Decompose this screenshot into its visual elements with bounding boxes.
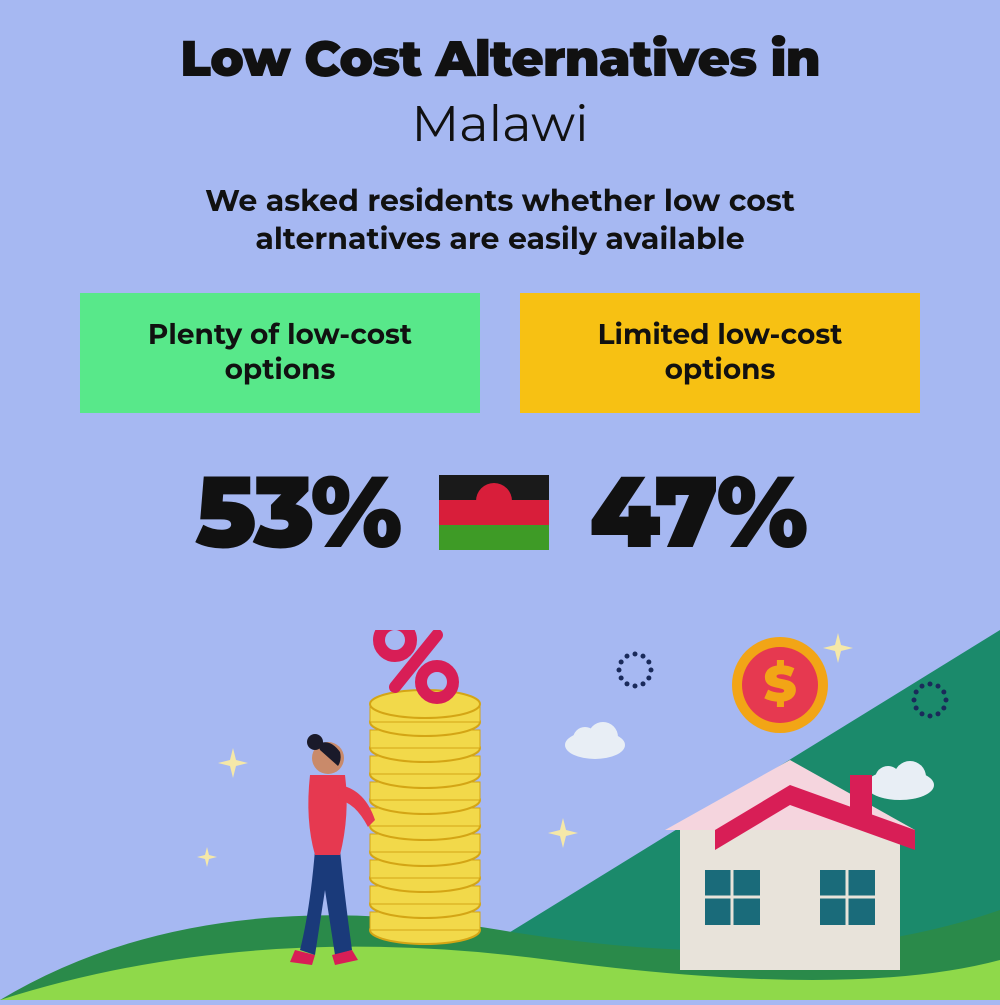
card-limited: Limited low-cost options — [520, 293, 920, 413]
dollar-coin-icon: $ — [732, 637, 828, 733]
question-text: We asked residents whether low cost alte… — [110, 182, 890, 257]
title-line1: Low Cost Alternatives in — [0, 0, 1000, 89]
title-line2: Malawi — [0, 93, 1000, 154]
percent-icon — [379, 630, 453, 698]
flag-stripe-red — [439, 500, 549, 525]
card-limited-label: Limited low-cost options — [550, 318, 890, 388]
illustration: $ — [0, 630, 1000, 1000]
flag-stripe-green — [439, 525, 549, 550]
illustration-svg: $ — [0, 630, 1000, 1000]
malawi-flag-icon — [439, 475, 549, 550]
left-percentage: 53% — [195, 451, 400, 573]
svg-text:$: $ — [764, 653, 797, 714]
dotring-icon — [617, 652, 654, 689]
stats-row: 53% 47% — [0, 451, 1000, 573]
cloud-icon — [565, 722, 625, 759]
cards-row: Plenty of low-cost options Limited low-c… — [0, 293, 1000, 413]
card-plenty: Plenty of low-cost options — [80, 293, 480, 413]
right-percentage: 47% — [589, 451, 805, 573]
coin-stack-icon — [370, 690, 480, 944]
card-plenty-label: Plenty of low-cost options — [110, 318, 450, 388]
